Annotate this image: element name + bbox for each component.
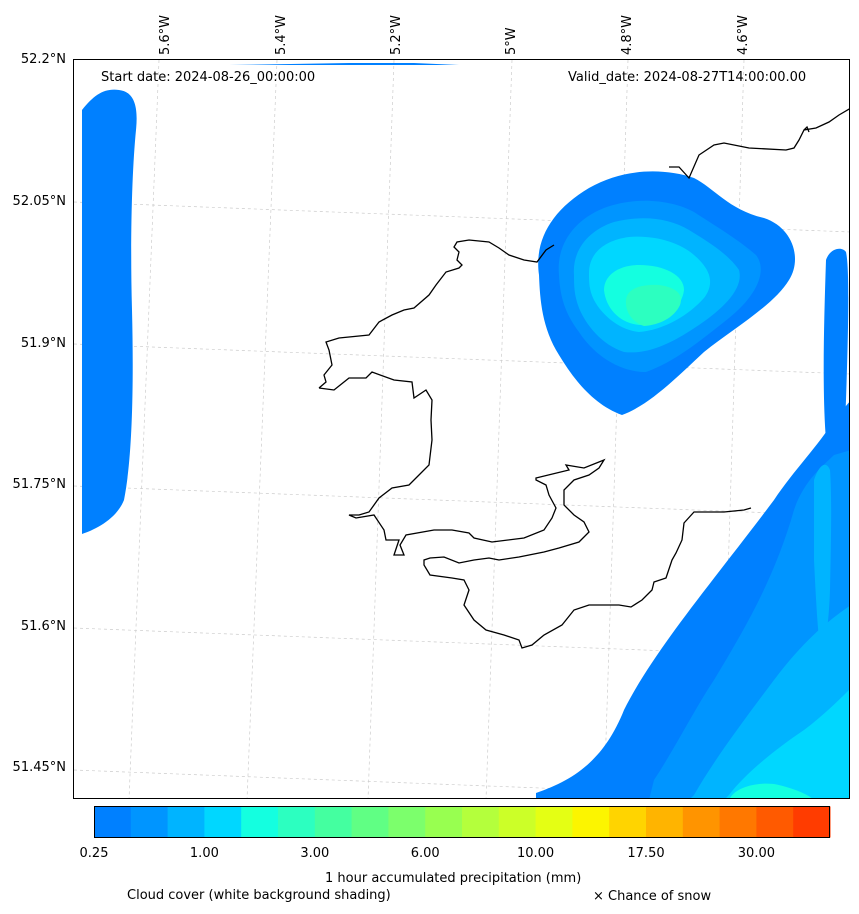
longitude-label: 5.4°W <box>274 14 289 55</box>
colorbar-cell <box>351 806 389 838</box>
colorbar-cell <box>94 806 132 838</box>
colorbar-cell <box>498 806 537 838</box>
latitude-label: 51.9°N <box>20 336 66 351</box>
map-svg <box>74 60 849 798</box>
coastline-north <box>318 371 752 649</box>
coastline-northeast <box>669 108 849 180</box>
longitude-label: 5.2°W <box>389 14 404 55</box>
colorbar-cell <box>756 806 794 838</box>
precip-cell-level-6 <box>625 284 681 326</box>
longitude-label: 5°W <box>504 27 519 55</box>
colorbar-tick-label: 0.25 <box>79 846 109 861</box>
gridline-lon-4 <box>485 60 513 798</box>
colorbar-cell <box>204 806 242 838</box>
colorbar-cell <box>425 806 463 838</box>
latitude-label: 51.75°N <box>12 477 66 492</box>
coastline <box>318 108 849 649</box>
latitude-label: 51.6°N <box>20 619 66 634</box>
gridline-lon-1 <box>128 60 160 798</box>
colorbar-cell <box>682 806 721 838</box>
precip-se-level-5 <box>730 783 812 798</box>
colorbar-cell <box>462 806 500 838</box>
colorbar-tick-label: 30.00 <box>737 846 775 861</box>
longitude-label: 5.6°W <box>158 14 173 55</box>
colorbar-cell <box>314 806 353 838</box>
colorbar-cell <box>167 806 205 838</box>
latitude-label: 52.05°N <box>12 194 66 209</box>
colorbar <box>94 806 831 838</box>
gridline-lat-2 <box>74 343 849 375</box>
colorbar-tick-label: 1.00 <box>189 846 219 861</box>
precip-se-level-4b <box>814 464 832 660</box>
precip-se-level-4 <box>726 689 849 798</box>
gridline-lon-2 <box>246 60 278 798</box>
colorbar-cell <box>241 806 279 838</box>
snow-legend: × Chance of snow <box>593 889 712 904</box>
precip-top-sliver <box>229 63 459 65</box>
colorbar-tick-label: 17.50 <box>627 846 665 861</box>
cloud-cover-legend: Cloud cover (white background shading) <box>127 888 391 903</box>
colorbar-cell <box>535 806 573 838</box>
precip-west-strip <box>82 89 137 534</box>
longitude-label: 4.6°W <box>736 14 751 55</box>
colorbar-cell <box>388 806 426 838</box>
colorbar-cell <box>793 806 831 838</box>
latitude-label: 51.45°N <box>12 760 66 775</box>
coastline-ne-stub <box>803 125 810 133</box>
colorbar-cell <box>130 806 169 838</box>
longitude-label: 4.8°W <box>620 14 635 55</box>
precip-region-southeast <box>536 402 849 798</box>
colorbar-tick-label: 10.00 <box>516 846 555 861</box>
latitude-label: 52.2°N <box>20 52 66 67</box>
coastline-south <box>318 239 555 389</box>
gridline-lon-3 <box>367 60 395 798</box>
start-date: Start date: 2024-08-26_00:00:00 <box>101 70 316 85</box>
colorbar-cell <box>646 806 684 838</box>
gridline-lon-5 <box>603 60 629 798</box>
valid-date: Valid_date: 2024-08-27T14:00:00.00 <box>568 70 807 85</box>
colorbar-cell <box>719 806 757 838</box>
colorbar-cell <box>278 806 316 838</box>
colorbar-label: 1 hour accumulated precipitation (mm) <box>325 871 582 886</box>
colorbar-tick-label: 6.00 <box>410 846 440 861</box>
colorbar-cell <box>572 806 610 838</box>
precip-cell-east <box>538 171 796 415</box>
colorbar-border <box>94 806 830 838</box>
colorbar-tick-label: 3.00 <box>300 846 330 861</box>
map-frame <box>73 59 850 799</box>
colorbar-cell <box>609 806 647 838</box>
